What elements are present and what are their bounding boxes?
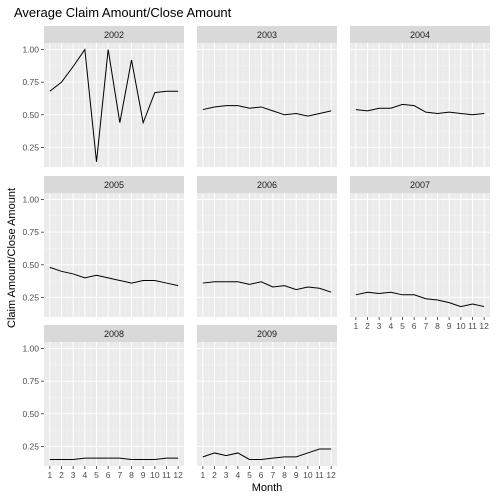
x-tick-label: 3 (377, 321, 382, 331)
x-tick-label: 5 (247, 470, 252, 480)
facet-strip (44, 176, 184, 193)
facet-strip (44, 325, 184, 342)
x-tick-label: 10 (150, 470, 160, 480)
x-tick-label: 3 (71, 470, 76, 480)
facet-panels: 2002 0.25 0.50 0.75 1.00 2003 2004 2005 0.25 0.50… (22, 26, 490, 480)
x-tick-label: 12 (173, 470, 183, 480)
facet-strip-label: 2009 (257, 329, 277, 339)
x-tick-label: 6 (259, 470, 264, 480)
x-tick-label: 12 (326, 470, 336, 480)
series-line-2009 (202, 448, 332, 460)
y-tick-label: 0.50 (22, 409, 39, 419)
x-tick-label: 1 (200, 470, 205, 480)
y-tick-label: 1.00 (22, 45, 39, 55)
facet-strip (197, 26, 337, 43)
facet-strip-label: 2007 (410, 180, 430, 190)
facet-panel-2003: 2003 (197, 26, 337, 167)
series-line-2002 (49, 48, 179, 162)
facet-panel-2004: 2004 (350, 26, 490, 167)
x-tick-label: 3 (224, 470, 229, 480)
series-line-2008 (49, 457, 179, 460)
x-tick-label: 8 (129, 470, 134, 480)
x-tick-label: 10 (456, 321, 466, 331)
facet-strip-label: 2002 (104, 30, 124, 40)
y-tick-label: 1.00 (22, 195, 39, 205)
facet-strip (350, 176, 490, 193)
y-tick-label: 0.50 (22, 260, 39, 270)
y-tick-label: 0.25 (22, 292, 39, 302)
x-tick-label: 7 (270, 470, 275, 480)
chart-title: Average Claim Amount/Close Amount (14, 5, 232, 20)
facet-strip-label: 2006 (257, 180, 277, 190)
y-axis-label: Claim Amount/Close Amount (6, 188, 18, 328)
facet-strip (197, 325, 337, 342)
y-tick-label: 0.75 (22, 227, 39, 237)
facet-strip (350, 26, 490, 43)
x-axis-label: Month (252, 482, 283, 494)
facet-panel-2005: 2005 0.25 0.50 0.75 1.00 (22, 176, 184, 317)
x-tick-label: 11 (468, 321, 477, 331)
series-line-2007 (355, 291, 485, 308)
x-tick-label: 6 (106, 470, 111, 480)
series-line-2006 (202, 281, 332, 293)
x-tick-label: 7 (117, 470, 122, 480)
y-tick-label: 0.50 (22, 110, 39, 120)
x-tick-label: 8 (435, 321, 440, 331)
x-tick-label: 10 (303, 470, 313, 480)
x-tick-label: 4 (235, 470, 240, 480)
y-tick-label: 0.75 (22, 77, 39, 87)
x-tick-label: 2 (365, 321, 370, 331)
facet-panel-2006: 2006 (197, 176, 337, 317)
x-tick-label: 9 (447, 321, 452, 331)
x-tick-label: 2 (212, 470, 217, 480)
x-tick-label: 5 (94, 470, 99, 480)
x-tick-label: 4 (82, 470, 87, 480)
x-tick-label: 7 (423, 321, 428, 331)
x-tick-label: 5 (400, 321, 405, 331)
x-tick-label: 11 (315, 470, 324, 480)
x-tick-label: 8 (282, 470, 287, 480)
x-tick-label: 4 (388, 321, 393, 331)
x-tick-label: 12 (479, 321, 489, 331)
facet-strip-label: 2008 (104, 329, 124, 339)
facet-strip (44, 26, 184, 43)
series-line-2003 (202, 105, 332, 117)
facet-strip-label: 2004 (410, 30, 430, 40)
x-tick-label: 9 (141, 470, 146, 480)
x-tick-label: 6 (412, 321, 417, 331)
y-tick-label: 0.75 (22, 376, 39, 386)
facet-strip-label: 2005 (104, 180, 124, 190)
x-tick-label: 1 (353, 321, 358, 331)
x-tick-label: 9 (294, 470, 299, 480)
facet-strip-label: 2003 (257, 30, 277, 40)
x-tick-label: 11 (162, 470, 171, 480)
x-tick-label: 1 (47, 470, 52, 480)
facet-strip (197, 176, 337, 193)
y-tick-label: 1.00 (22, 344, 39, 354)
facet-panel-2002: 2002 0.25 0.50 0.75 1.00 (22, 26, 184, 167)
series-line-2005 (49, 266, 179, 287)
series-line-2004 (355, 103, 485, 116)
y-tick-label: 0.25 (22, 441, 39, 451)
x-tick-label: 2 (59, 470, 64, 480)
y-tick-label: 0.25 (22, 142, 39, 152)
